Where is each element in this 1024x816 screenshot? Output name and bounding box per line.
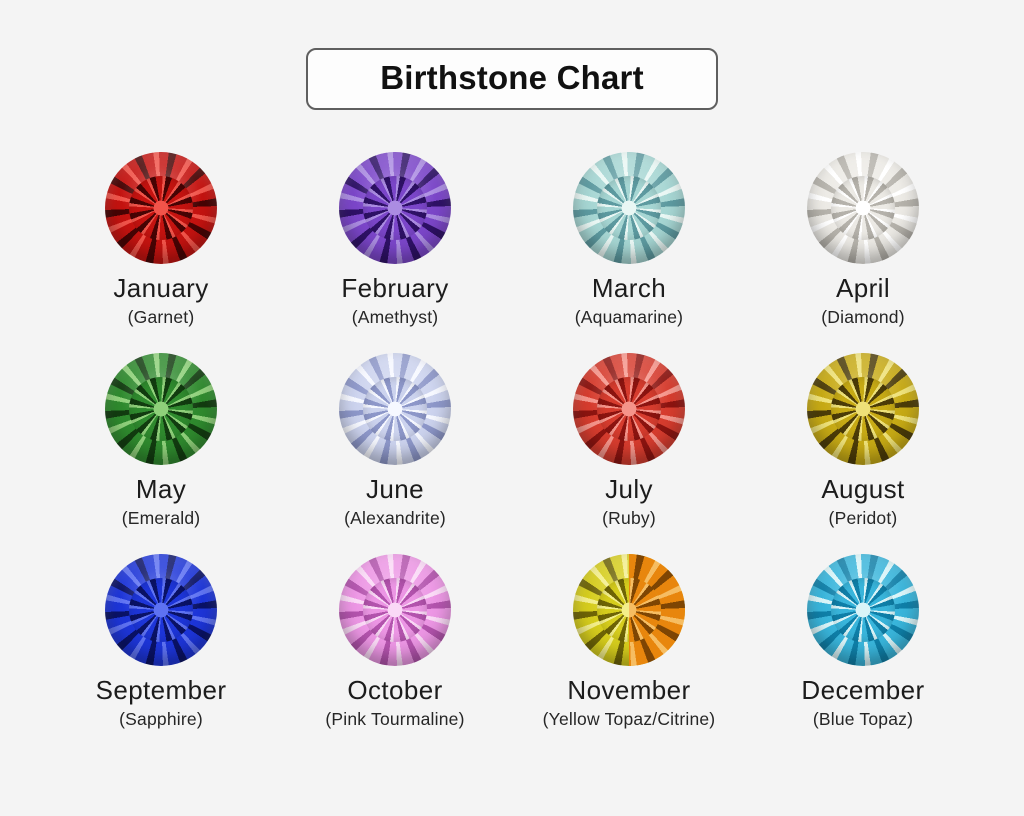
gem-table-facet: [830, 175, 896, 241]
stone-label: (Ruby): [602, 508, 656, 528]
gem-table-facet: [830, 376, 896, 442]
stone-label: (Aquamarine): [574, 307, 684, 327]
birthstone-cell-november: November (Yellow Topaz/Citrine): [512, 554, 746, 730]
gem-ruby-image: [573, 353, 685, 465]
gem-table-facet: [596, 376, 662, 442]
birthstone-cell-october: October (Pink Tourmaline): [278, 554, 512, 730]
birthstone-cell-december: December (Blue Topaz): [746, 554, 980, 730]
birthstone-cell-june: June (Alexandrite): [278, 353, 512, 529]
stone-label: (Pink Tourmaline): [325, 709, 465, 729]
gem-table-facet: [362, 577, 428, 643]
month-label: October: [347, 675, 443, 705]
month-label: May: [135, 474, 187, 504]
title-container: Birthstone Chart: [0, 48, 1024, 110]
birthstone-cell-april: April (Diamond): [746, 152, 980, 328]
birthstone-cell-september: September (Sapphire): [44, 554, 278, 730]
stone-label: (Peridot): [828, 508, 898, 528]
gem-blue-topaz-image: [807, 554, 919, 666]
page-title: Birthstone Chart: [306, 48, 718, 110]
month-label: April: [835, 273, 890, 303]
birthstone-cell-january: January (Garnet): [44, 152, 278, 328]
gem-yellow-topaz-citrine-image: [573, 554, 685, 666]
month-label: August: [821, 474, 905, 504]
gem-emerald-image: [105, 353, 217, 465]
gem-peridot-image: [807, 353, 919, 465]
month-label: February: [341, 273, 449, 303]
stone-label: (Yellow Topaz/Citrine): [542, 709, 716, 729]
gem-table-facet: [128, 577, 194, 643]
stone-label: (Blue Topaz): [812, 709, 914, 729]
month-label: July: [605, 474, 653, 504]
gem-table-facet: [362, 376, 428, 442]
month-label: June: [366, 474, 424, 504]
stone-label: (Diamond): [821, 307, 905, 327]
birthstone-cell-march: March (Aquamarine): [512, 152, 746, 328]
gem-pink-tourmaline-image: [339, 554, 451, 666]
stone-label: (Alexandrite): [344, 508, 446, 528]
gem-table-facet: [830, 577, 896, 643]
month-label: December: [801, 675, 925, 705]
gem-table-facet: [362, 175, 428, 241]
gem-table-facet: [128, 175, 194, 241]
gem-alexandrite-image: [339, 353, 451, 465]
birthstone-cell-may: May (Emerald): [44, 353, 278, 529]
birthstone-cell-august: August (Peridot): [746, 353, 980, 529]
stone-label: (Amethyst): [351, 307, 439, 327]
stone-label: (Garnet): [127, 307, 195, 327]
birthstone-grid: January (Garnet) February (Amethyst) Mar…: [0, 152, 1024, 730]
stone-label: (Emerald): [121, 508, 201, 528]
gem-garnet-image: [105, 152, 217, 264]
gem-aquamarine-image: [573, 152, 685, 264]
month-label: November: [567, 675, 691, 705]
gem-diamond-image: [807, 152, 919, 264]
birthstone-cell-february: February (Amethyst): [278, 152, 512, 328]
gem-amethyst-image: [339, 152, 451, 264]
stone-label: (Sapphire): [119, 709, 203, 729]
month-label: March: [591, 273, 667, 303]
gem-table-facet: [128, 376, 194, 442]
gem-table-facet: [596, 175, 662, 241]
birthstone-cell-july: July (Ruby): [512, 353, 746, 529]
month-label: September: [95, 675, 227, 705]
gem-sapphire-image: [105, 554, 217, 666]
month-label: January: [113, 273, 209, 303]
